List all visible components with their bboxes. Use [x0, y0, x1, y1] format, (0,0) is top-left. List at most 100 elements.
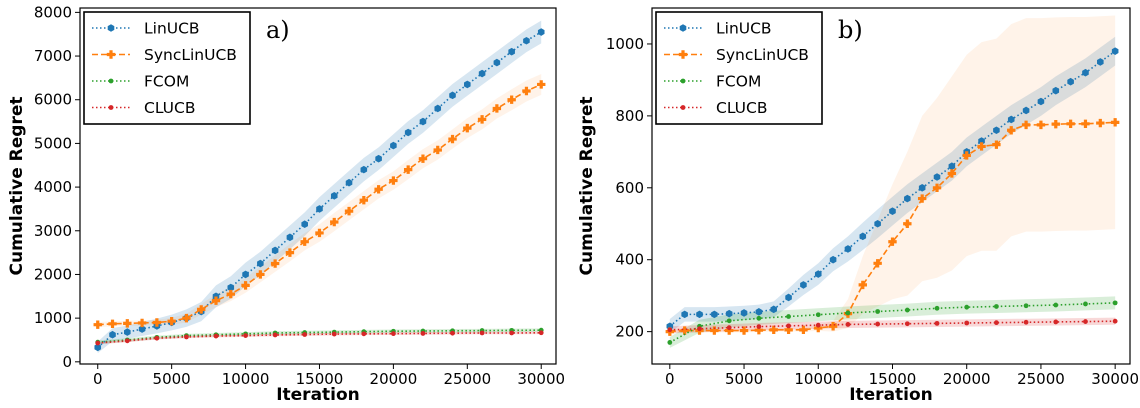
data-point-synclinucb — [932, 183, 942, 192]
plot-area — [665, 15, 1120, 348]
data-point-synclinucb — [710, 326, 719, 335]
data-point-synclinucb — [477, 115, 487, 124]
legend-marker-clucb — [108, 105, 114, 110]
data-point-linucb — [889, 207, 896, 215]
data-point-linucb — [109, 330, 116, 339]
data-point-linucb — [1007, 115, 1015, 124]
data-point-linucb — [800, 281, 807, 289]
y-tick-label: 3000 — [34, 222, 72, 240]
data-point-linucb — [829, 255, 837, 264]
data-point-linucb — [286, 233, 294, 242]
x-tick-label: 0 — [93, 370, 103, 388]
data-point-synclinucb — [1007, 126, 1016, 135]
data-point-linucb — [948, 162, 956, 171]
data-point-synclinucb — [167, 316, 176, 326]
data-point-clucb — [509, 330, 515, 336]
data-point-fcom — [1083, 301, 1088, 307]
data-point-clucb — [538, 330, 544, 336]
data-point-synclinucb — [359, 195, 369, 205]
data-point-synclinucb — [211, 296, 221, 305]
legend-marker-synclinucb — [678, 50, 688, 59]
data-point-synclinucb — [537, 80, 546, 89]
data-point-synclinucb — [977, 142, 986, 151]
data-point-synclinucb — [903, 219, 912, 228]
data-point-clucb — [1083, 319, 1088, 324]
data-point-clucb — [993, 320, 999, 326]
data-point-linucb — [301, 220, 308, 229]
data-point-linucb — [316, 205, 323, 213]
confidence-band-linucb — [669, 36, 1116, 334]
data-point-fcom — [875, 309, 881, 314]
data-point-synclinucb — [784, 325, 793, 335]
x-tick-label: 25000 — [443, 370, 491, 388]
data-point-linucb — [785, 293, 792, 302]
x-tick-label: 30000 — [1091, 370, 1139, 388]
data-point-fcom — [1023, 303, 1029, 309]
legend-label-clucb: CLUCB — [716, 99, 768, 117]
data-point-fcom — [845, 310, 851, 316]
data-point-clucb — [934, 320, 940, 326]
confidence-band-linucb — [97, 20, 542, 354]
legend-label-synclinucb: SyncLinUCB — [716, 46, 809, 64]
data-point-synclinucb — [300, 237, 309, 246]
x-tick-label: 10000 — [794, 370, 842, 388]
data-point-synclinucb — [93, 320, 102, 329]
data-point-synclinucb — [1051, 119, 1060, 129]
legend-marker-fcom — [108, 78, 114, 84]
data-point-clucb — [450, 330, 455, 336]
data-point-synclinucb — [433, 145, 442, 155]
data-point-linucb — [271, 246, 279, 255]
data-point-linucb — [212, 292, 220, 301]
data-point-clucb — [361, 331, 367, 337]
data-point-synclinucb — [1066, 119, 1075, 128]
data-point-synclinucb — [448, 134, 457, 144]
data-point-clucb — [904, 321, 910, 327]
data-point-linucb — [725, 309, 733, 318]
data-point-linucb — [434, 104, 442, 113]
panel-label: b) — [838, 16, 863, 44]
data-point-synclinucb — [270, 259, 280, 268]
panel-label: a) — [266, 16, 290, 44]
data-point-linucb — [345, 178, 353, 187]
legend-label-fcom: FCOM — [144, 73, 189, 91]
x-tick-label: 15000 — [296, 370, 344, 388]
legend-marker-fcom — [680, 78, 686, 84]
data-point-fcom — [815, 312, 821, 318]
legend-label-fcom: FCOM — [716, 73, 761, 91]
data-point-linucb — [874, 219, 881, 228]
data-point-synclinucb — [389, 176, 398, 185]
data-point-linucb — [227, 283, 235, 292]
y-tick-label: 5000 — [34, 134, 72, 152]
plot-area — [93, 20, 546, 354]
data-point-clucb — [964, 320, 970, 326]
data-point-clucb — [124, 338, 130, 344]
data-point-synclinucb — [330, 217, 339, 227]
x-tick-label: 15000 — [869, 370, 917, 388]
y-tick-label: 6000 — [34, 91, 72, 109]
data-point-synclinucb — [463, 123, 472, 133]
x-tick-label: 30000 — [517, 370, 565, 388]
data-point-synclinucb — [241, 281, 250, 290]
data-point-clucb — [845, 322, 851, 327]
data-point-linucb — [770, 305, 778, 314]
legend-label-linucb: LinUCB — [144, 20, 200, 38]
data-point-linucb — [390, 141, 397, 150]
axes-frame — [79, 7, 557, 365]
data-point-synclinucb — [226, 289, 235, 299]
data-point-clucb — [875, 321, 881, 327]
data-point-linucb — [755, 308, 763, 316]
legend: LinUCB SyncLinUCB FCOM CLUCB — [83, 11, 251, 125]
data-point-linucb — [375, 154, 382, 163]
data-point-synclinucb — [917, 194, 927, 203]
data-point-linucb — [1052, 86, 1060, 95]
legend-label-linucb: LinUCB — [716, 20, 772, 38]
data-point-linucb — [330, 192, 338, 200]
chart-panel-a: 0 5000 10000 15000 20000 25000 30000 0 1000 2000 3… — [7, 3, 565, 405]
data-point-synclinucb — [344, 206, 354, 216]
data-point-linucb — [1111, 47, 1119, 55]
chart-panel-b: 0 5000 10000 15000 20000 25000 30000 200 400 600 8… — [577, 7, 1139, 405]
y-axis-label: Cumulative Regret — [577, 96, 597, 275]
legend-marker-clucb — [680, 105, 686, 110]
data-point-clucb — [154, 335, 160, 341]
data-point-clucb — [756, 324, 762, 330]
